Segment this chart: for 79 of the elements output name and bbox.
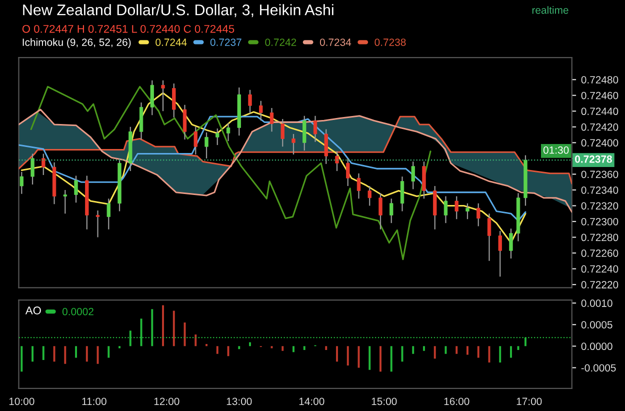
y-tick-label: 0.72260 [581, 250, 618, 257]
candlestick [454, 196, 458, 220]
chart-title: AO [25, 306, 41, 314]
annotation: 01:30 [543, 146, 569, 154]
x-tick-label: 13:00 [226, 398, 252, 406]
legend-label: 0.7238 [374, 38, 406, 46]
y-tick-label: 0.72340 [581, 186, 618, 194]
candlestick [182, 104, 187, 140]
candlestick [74, 175, 78, 204]
legend-label: 0.7234 [320, 38, 352, 46]
candlestick [390, 198, 394, 224]
candlestick [96, 210, 100, 238]
candlestick [161, 80, 165, 112]
x-tick-label: 17:00 [516, 398, 542, 406]
candlestick [444, 196, 448, 224]
y-tick-label: 0.72300 [581, 218, 618, 226]
candlestick [226, 122, 230, 142]
candlestick [487, 213, 492, 262]
candlestick [280, 118, 284, 148]
line-series [30, 86, 432, 260]
x-tick-label: 16:00 [444, 398, 470, 406]
x-tick-label: 12:00 [154, 398, 180, 406]
candlestick [292, 133, 296, 156]
legend-label: 0.7244 [156, 38, 187, 46]
candlestick [498, 230, 502, 278]
y-tick-label: 0.72440 [581, 108, 618, 116]
candlestick [270, 107, 274, 132]
legend-label: 0.0002 [62, 308, 94, 316]
candlestick [476, 202, 480, 227]
candlestick [42, 153, 46, 176]
x-tick-label: 10:00 [9, 398, 34, 406]
candlestick [150, 80, 154, 116]
line-series [18, 116, 526, 222]
line-series [18, 116, 572, 184]
y-tick-label: 0.0005 [581, 321, 612, 328]
candlestick [204, 132, 208, 159]
candlestick [302, 115, 306, 152]
candlestick [259, 100, 263, 122]
text: realtime [532, 6, 568, 14]
candlestick [216, 128, 220, 146]
candlestick [30, 153, 34, 185]
chart-subtitle: O 0.72447 H 0.72451 L 0.72440 C 0.72445 [22, 24, 234, 33]
candlestick [509, 228, 513, 260]
y-tick-label: 0.72220 [581, 281, 618, 288]
x-tick-label: 11:00 [82, 398, 106, 406]
candlestick [106, 198, 110, 230]
candlestick [313, 115, 318, 142]
candlestick [368, 185, 372, 206]
y-tick-label: 0.0010 [581, 300, 612, 307]
candlestick [356, 172, 361, 200]
candlestick [335, 150, 339, 172]
candlestick [248, 89, 252, 114]
y-tick-label: 0.72460 [581, 92, 618, 100]
x-tick-label: 15:00 [372, 398, 397, 406]
candlestick [411, 161, 415, 190]
y-tick-label: 0.72280 [581, 234, 618, 242]
candlestick [346, 158, 350, 187]
y-tick-label: 0.0000 [581, 342, 612, 350]
candlestick [400, 176, 404, 212]
y-tick-label: -0.0005 [581, 364, 616, 372]
candlestick [194, 126, 198, 156]
x-tick-label: 14:00 [299, 398, 324, 406]
candlestick [466, 202, 470, 220]
y-tick-label: 0.72480 [581, 76, 618, 84]
candlestick [20, 171, 24, 194]
y-tick-label: 0.72320 [581, 202, 618, 210]
y-tick-label: 0.72240 [581, 265, 618, 273]
legend-label: 0.7242 [265, 38, 296, 46]
y-tick-label: 0.72400 [581, 139, 618, 147]
candlestick [324, 128, 328, 165]
chart-title: New Zealand Dollar/U.S. Dollar, 3, Heikin Ashi [23, 4, 334, 18]
legend-title: Ichimoku (9, 26, 52, 26) [22, 38, 131, 48]
candlestick [172, 82, 176, 118]
ref-line-label: 0.72378 [575, 155, 612, 163]
y-tick-label: 0.72420 [581, 123, 618, 131]
y-tick-label: 0.72360 [581, 170, 618, 178]
legend-label: 0.7237 [210, 38, 242, 46]
candlestick [63, 189, 67, 214]
candlestick [378, 192, 382, 230]
